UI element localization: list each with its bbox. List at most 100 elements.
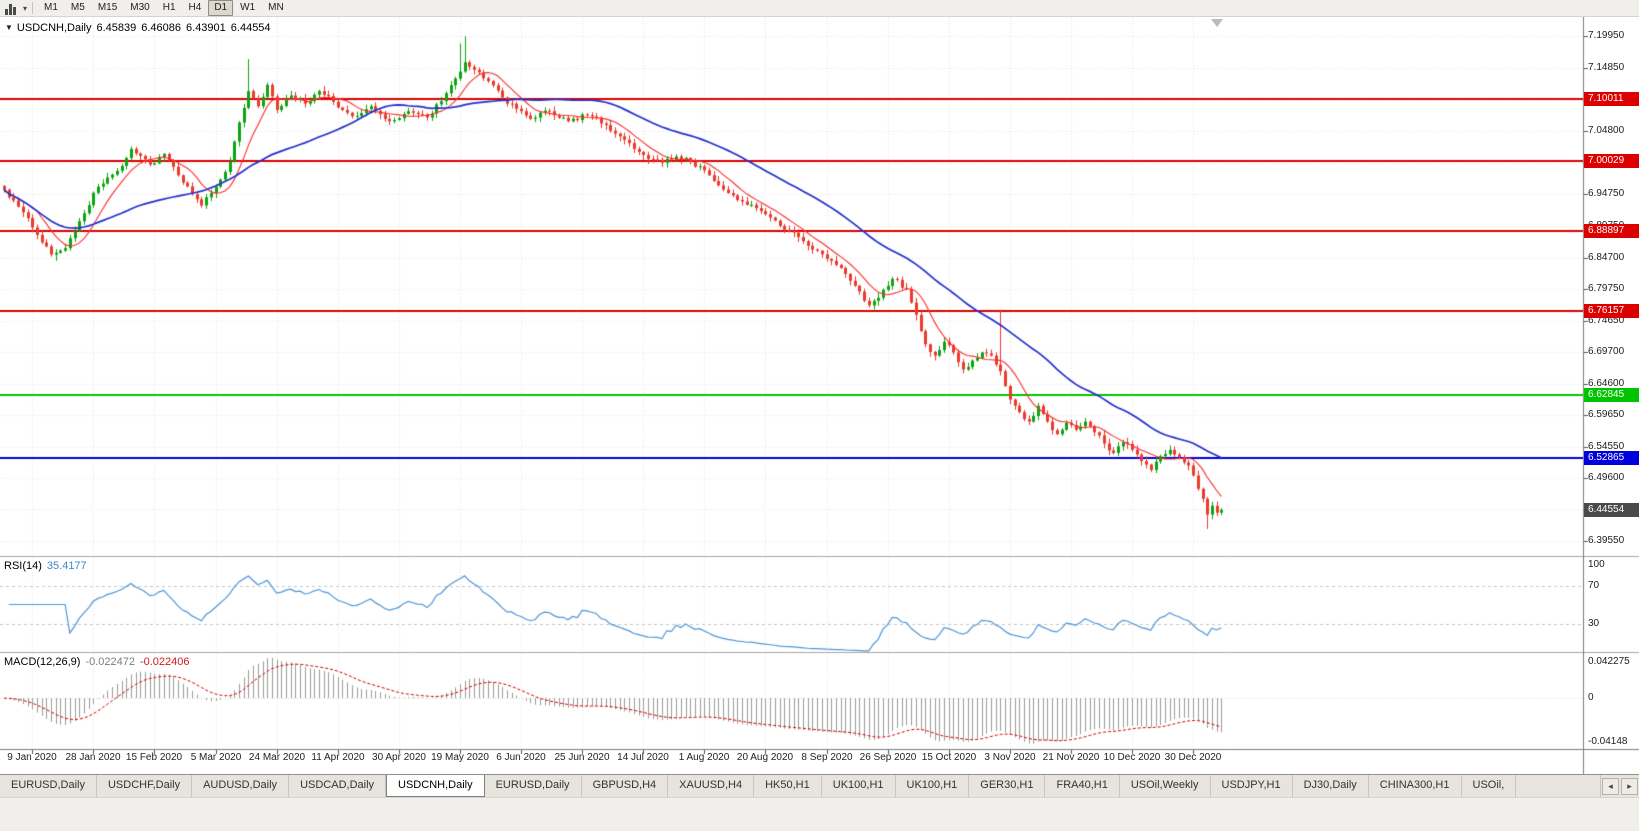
price-line-badge: 6.52865 <box>1584 451 1639 465</box>
chart-tab[interactable]: UK100,H1 <box>822 775 896 797</box>
tab-scroll-right-icon[interactable]: ▸ <box>1621 777 1638 795</box>
time-axis-label: 26 Sep 2020 <box>859 752 917 763</box>
macd-name: MACD(12,26,9) <box>4 656 81 668</box>
price-line-badge: 7.00029 <box>1584 154 1639 168</box>
timeframe-toolbar: ▾ M1 M5 M15 M30 H1 H4 D1 W1 MN <box>0 0 1639 17</box>
macd-indicator-label: MACD(12,26,9) -0.022472 -0.022406 <box>4 656 190 668</box>
chart-symbol-timeframe: USDCNH,Daily <box>16 22 92 34</box>
price-axis-label: 6.79750 <box>1588 283 1625 294</box>
time-axis-label: 19 May 2020 <box>431 752 489 763</box>
ohlc-open: 6.45839 <box>96 22 137 34</box>
chart-menu-icon[interactable]: ▼ <box>5 23 13 32</box>
chart-tab[interactable]: AUDUSD,Daily <box>192 775 290 797</box>
time-axis-label: 15 Oct 2020 <box>921 752 977 763</box>
chart-tab[interactable]: GER30,H1 <box>969 775 1046 797</box>
timeframe-button-H4[interactable]: H4 <box>188 2 202 13</box>
chart-tab[interactable]: USDCHF,Daily <box>97 775 193 797</box>
time-axis-label: 8 Sep 2020 <box>801 752 853 763</box>
macd-scale-label: -0.04148 <box>1588 736 1628 747</box>
timeframe-button-D1[interactable]: D1 <box>208 0 234 16</box>
macd-scale-label: 0.042275 <box>1588 656 1630 667</box>
chart-tab-bar: EURUSD,Daily USDCHF,Daily AUDUSD,Daily USDC… <box>0 774 1639 797</box>
price-axis-label: 7.19950 <box>1588 30 1625 41</box>
chart-tab[interactable]: UK100,H1 <box>896 775 970 797</box>
current-price-badge: 6.44554 <box>1584 503 1639 517</box>
price-chart-canvas[interactable] <box>0 17 1639 774</box>
chart-tab[interactable]: FRA40,H1 <box>1045 775 1120 797</box>
chart-tab[interactable]: USDJPY,H1 <box>1211 775 1293 797</box>
price-axis-label: 6.94750 <box>1588 188 1625 199</box>
tab-scroll-controls: ◂ ▸ <box>1600 775 1639 797</box>
price-axis-label: 6.49600 <box>1588 472 1625 483</box>
price-line-badge: 7.10011 <box>1584 92 1639 106</box>
time-axis-label: 15 Feb 2020 <box>125 752 183 763</box>
time-axis-label: 30 Dec 2020 <box>1164 752 1222 763</box>
price-axis-label: 6.84700 <box>1588 252 1625 263</box>
time-axis-label: 28 Jan 2020 <box>65 752 121 763</box>
timeframe-buttons: M1 M5 M15 M30 H1 H4 D1 W1 MN <box>38 0 291 16</box>
rsi-value: 35.4177 <box>46 560 87 572</box>
time-axis-label: 1 Aug 2020 <box>678 752 730 763</box>
chart-shift-marker[interactable] <box>1211 19 1223 27</box>
rsi-name: RSI(14) <box>4 560 42 572</box>
timeframe-button-MN[interactable]: MN <box>268 2 284 13</box>
status-strip <box>0 797 1639 831</box>
toolbar-separator <box>32 2 34 14</box>
bar-chart-icon[interactable] <box>3 2 22 15</box>
price-axis-label: 6.39550 <box>1588 535 1625 546</box>
time-axis-label: 5 Mar 2020 <box>190 752 242 763</box>
chart-title-overlay: ▼ USDCNH,Daily 6.45839 6.46086 6.43901 6.4455… <box>5 22 271 34</box>
timeframe-button-M1[interactable]: M1 <box>44 2 58 13</box>
price-axis-label: 6.54550 <box>1588 441 1625 452</box>
chart-tab[interactable]: EURUSD,Daily <box>485 775 582 797</box>
timeframe-button-W1[interactable]: W1 <box>240 2 256 13</box>
rsi-scale-label: 70 <box>1588 580 1600 591</box>
chevron-down-icon[interactable]: ▾ <box>23 3 28 13</box>
tab-scroll-left-icon[interactable]: ◂ <box>1602 777 1619 795</box>
chart-tab[interactable]: DJ30,Daily <box>1293 775 1369 797</box>
chart-tab[interactable]: CHINA300,H1 <box>1369 775 1462 797</box>
chart-tab[interactable]: GBPUSD,H4 <box>582 775 669 797</box>
price-axis-label: 6.64600 <box>1588 378 1625 389</box>
time-axis-label: 21 Nov 2020 <box>1042 752 1100 763</box>
price-axis-label: 6.74650 <box>1588 315 1625 326</box>
time-axis-label: 11 Apr 2020 <box>311 752 365 763</box>
time-axis-label: 10 Dec 2020 <box>1103 752 1161 763</box>
chart-tab[interactable]: EURUSD,Daily <box>0 775 97 797</box>
price-axis-label: 6.69700 <box>1588 346 1625 357</box>
rsi-scale-label: 30 <box>1588 618 1600 629</box>
time-axis-label: 30 Apr 2020 <box>372 752 426 763</box>
price-line-badge: 6.88897 <box>1584 224 1639 238</box>
time-axis-label: 6 Jun 2020 <box>496 752 546 763</box>
price-line-badge: 6.62845 <box>1584 388 1639 402</box>
timeframe-button-M15[interactable]: M15 <box>97 2 118 13</box>
chart-tabs: EURUSD,Daily USDCHF,Daily AUDUSD,Daily USDC… <box>0 775 1601 797</box>
macd-signal-value: -0.022406 <box>139 656 190 668</box>
time-axis-label: 3 Nov 2020 <box>984 752 1036 763</box>
rsi-indicator-label: RSI(14) 35.4177 <box>4 560 87 572</box>
chart-tab[interactable]: USOil,Weekly <box>1120 775 1211 797</box>
macd-scale-label: 0 <box>1588 692 1594 703</box>
time-axis-label: 14 Jul 2020 <box>617 752 669 763</box>
timeframe-button-M30[interactable]: M30 <box>130 2 150 13</box>
rsi-scale-label: 100 <box>1588 559 1605 570</box>
time-axis-label: 25 Jun 2020 <box>554 752 610 763</box>
chart-tab[interactable]: XAUUSD,H4 <box>668 775 755 797</box>
price-axis-label: 7.14850 <box>1588 62 1625 73</box>
price-axis-label: 6.59650 <box>1588 409 1625 420</box>
time-axis-label: 20 Aug 2020 <box>736 752 794 763</box>
chart-tab[interactable]: HK50,H1 <box>754 775 822 797</box>
ohlc-close: 6.44554 <box>230 22 271 34</box>
ohlc-high: 6.46086 <box>141 22 182 34</box>
ohlc-low: 6.43901 <box>186 22 226 34</box>
chart-tab[interactable]: USDCNH,Daily <box>386 775 485 797</box>
chart-tab[interactable]: USDCAD,Daily <box>289 775 387 797</box>
chart-tab[interactable]: USOil, <box>1462 775 1517 797</box>
price-axis-label: 7.04800 <box>1588 125 1625 136</box>
time-axis-label: 24 Mar 2020 <box>248 752 306 763</box>
time-axis-label: 9 Jan 2020 <box>7 752 57 763</box>
timeframe-button-H1[interactable]: H1 <box>162 2 176 13</box>
timeframe-button-M5[interactable]: M5 <box>70 2 85 13</box>
macd-main-value: -0.022472 <box>85 656 135 668</box>
